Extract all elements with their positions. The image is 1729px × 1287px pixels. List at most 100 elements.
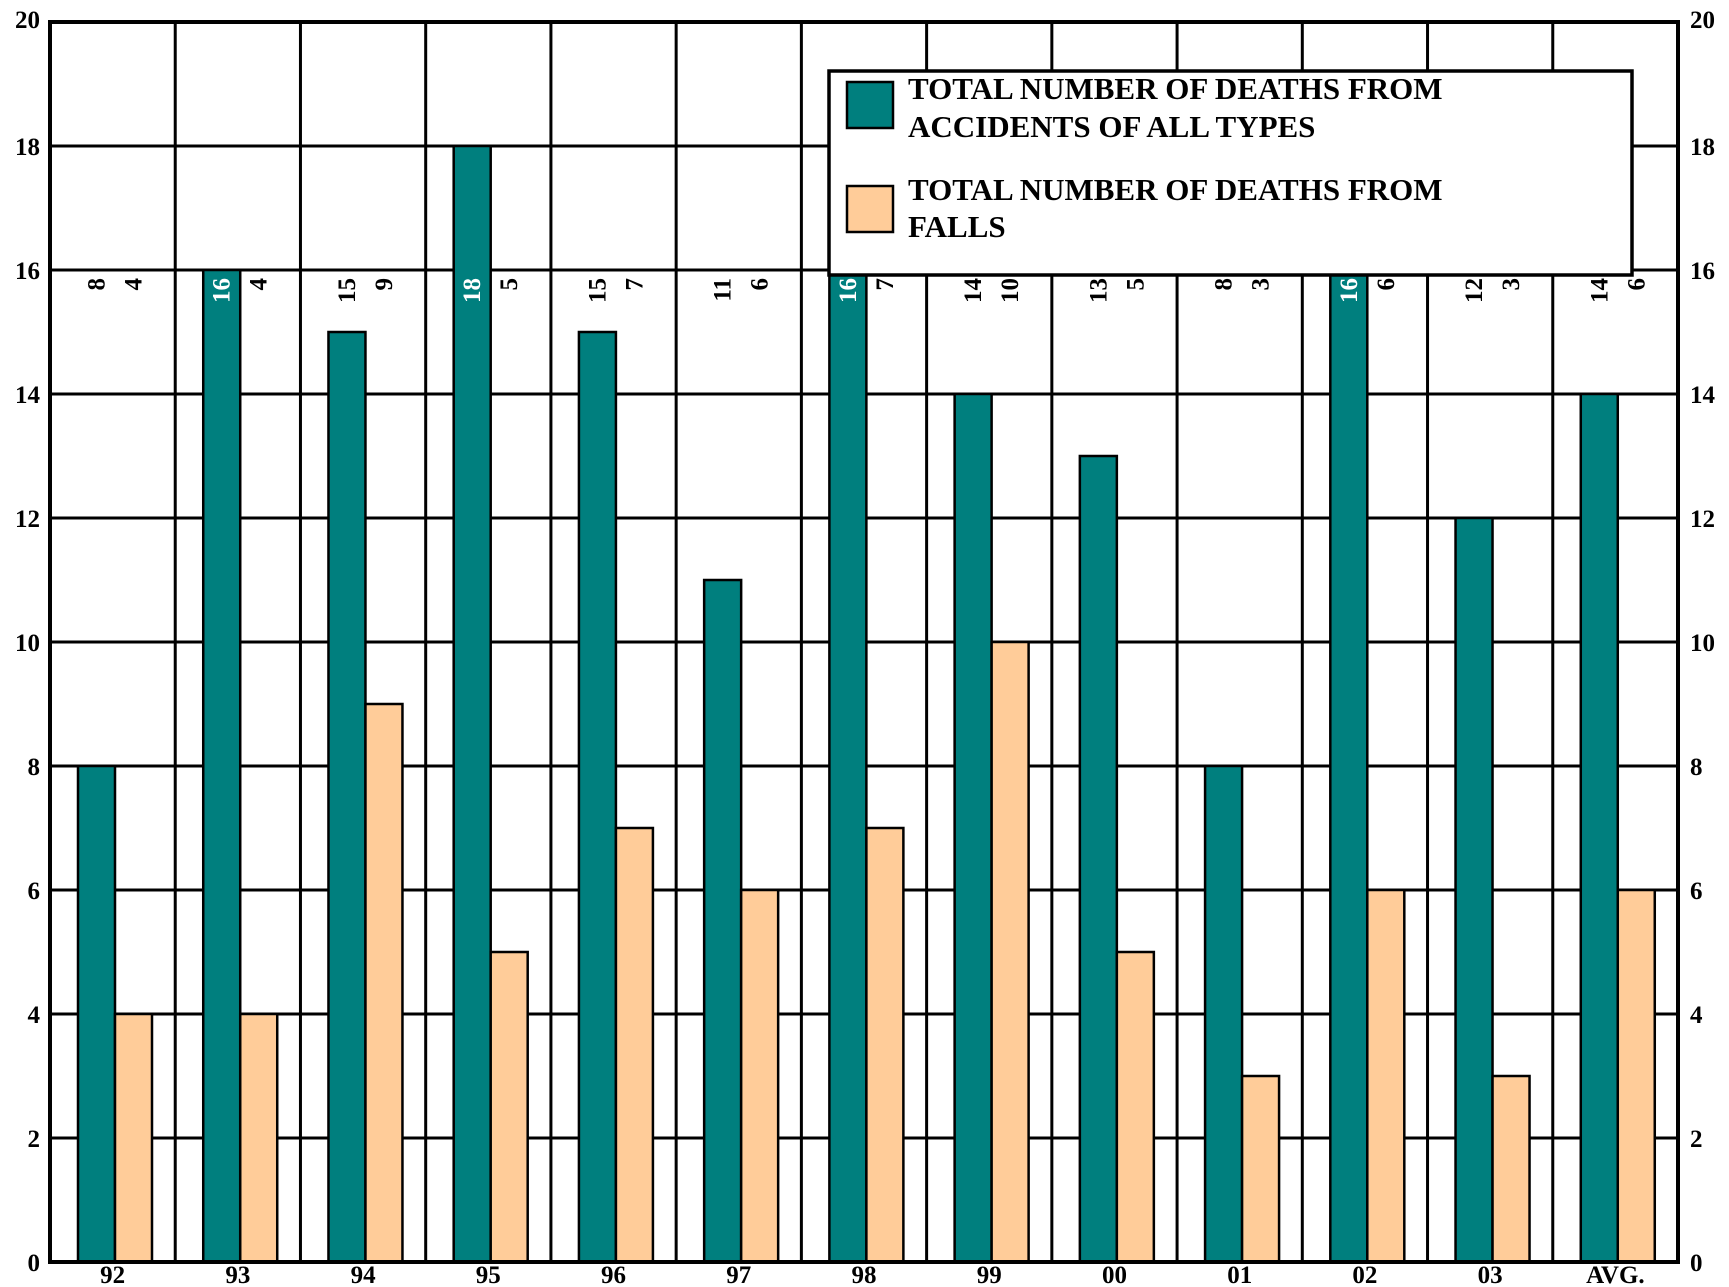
y-tick-label-right: 12: [1690, 506, 1715, 533]
bar-falls-92: [113, 1012, 154, 1264]
data-labels: 8 4 16 4 15 9 18 5 15 7 11 6 16 7 14 10 13 5 8 3 16 6 12 3 14 6: [84, 278, 1651, 304]
data-label-falls: 7: [621, 278, 648, 291]
bar-falls-99: [990, 640, 1030, 1264]
data-label-falls: 6: [747, 278, 774, 291]
bar-accidents-94: [327, 330, 367, 1264]
y-tick-label-right: 16: [1690, 258, 1715, 285]
plot-frame: [48, 20, 1680, 1264]
bar-accidents-95: [452, 144, 492, 1264]
x-category-label: 98: [852, 1262, 877, 1287]
bar-falls-00: [1115, 950, 1156, 1264]
y-tick-label-right: 2: [1690, 1126, 1703, 1153]
bar-accidents-96: [577, 330, 618, 1264]
x-category-label: 97: [726, 1262, 751, 1287]
bar-falls-03: [1491, 1074, 1531, 1264]
data-label-accidents: 14: [1586, 278, 1613, 304]
data-label-accidents: 15: [334, 278, 361, 303]
plot-border: [48, 20, 1680, 1264]
x-category-label: 02: [1352, 1262, 1377, 1287]
bar-accidents-93: [201, 268, 242, 1264]
data-label-falls: 3: [1498, 278, 1525, 291]
y-tick-label-right: 20: [1690, 7, 1715, 34]
y-tick-label-left: 12: [15, 506, 40, 533]
data-label-accidents: 16: [835, 278, 862, 303]
y-tick-label-left: 6: [28, 878, 41, 905]
bar-accidents-97: [702, 578, 743, 1264]
data-label-accidents: 8: [1211, 278, 1238, 291]
bar-falls-02: [1366, 888, 1406, 1264]
bar-accidents-AVG: [1579, 392, 1620, 1264]
y-tick-label-left: 2: [28, 1126, 41, 1153]
data-label-falls: 9: [371, 278, 398, 291]
legend-swatch-accidents: [845, 80, 895, 130]
data-label-falls: 10: [997, 278, 1024, 303]
x-category-label: 93: [225, 1262, 250, 1287]
y-tick-label-left: 0: [28, 1250, 41, 1277]
data-label-accidents: 16: [1336, 278, 1363, 303]
data-label-falls: 3: [1248, 278, 1275, 291]
legend-swatch-falls: [845, 184, 895, 234]
bar-accidents-98: [828, 268, 868, 1264]
y-tick-label-left: 10: [15, 630, 40, 657]
bar-accidents-03: [1454, 516, 1494, 1264]
bar-falls-95: [489, 950, 529, 1264]
y-tick-label-right: 10: [1690, 630, 1715, 657]
data-label-accidents: 8: [84, 278, 111, 291]
y-tick-label-left: 16: [15, 258, 40, 285]
x-category-label: 96: [601, 1262, 626, 1287]
x-category-label: 92: [100, 1262, 125, 1287]
data-label-falls: 6: [1373, 278, 1400, 291]
bar-accidents-02: [1329, 268, 1369, 1264]
legend-label-accidents: TOTAL NUMBER OF DEATHS FROM: [908, 71, 1443, 106]
data-label-accidents: 11: [710, 278, 737, 302]
y-tick-label-right: 8: [1690, 754, 1703, 781]
bar-accidents-99: [953, 392, 993, 1264]
bar-falls-97: [739, 888, 780, 1264]
bar-falls-01: [1240, 1074, 1281, 1264]
bar-accidents-01: [1203, 764, 1244, 1264]
y-tick-label-right: 18: [1690, 134, 1715, 161]
x-category-label: 01: [1227, 1262, 1252, 1287]
data-label-falls: 5: [496, 278, 523, 291]
legend-label-falls: TOTAL NUMBER OF DEATHS FROM: [908, 172, 1443, 207]
y-tick-label-left: 20: [15, 7, 40, 34]
bar-falls-AVG: [1616, 888, 1657, 1264]
y-tick-label-left: 14: [15, 382, 41, 409]
bar-accidents-00: [1078, 454, 1119, 1264]
y-tick-label-left: 4: [28, 1002, 41, 1029]
data-label-accidents: 12: [1461, 278, 1488, 303]
x-category-label: 99: [977, 1262, 1002, 1287]
y-tick-label-right: 4: [1690, 1002, 1703, 1029]
data-label-accidents: 15: [584, 278, 611, 303]
y-tick-label-left: 8: [28, 754, 41, 781]
bar-falls-93: [238, 1012, 279, 1264]
legend-label-accidents: ACCIDENTS OF ALL TYPES: [908, 109, 1315, 144]
data-label-accidents: 16: [209, 278, 236, 303]
data-label-accidents: 14: [960, 278, 987, 304]
x-category-label: 00: [1102, 1262, 1127, 1287]
grid-lines: [50, 22, 1678, 1262]
x-category-label: AVG.: [1586, 1262, 1645, 1287]
bar-accidents-92: [76, 764, 117, 1264]
bar-falls-94: [364, 702, 404, 1264]
data-label-falls: 7: [872, 278, 899, 291]
data-label-falls: 6: [1623, 278, 1650, 291]
data-label-accidents: 13: [1085, 278, 1112, 303]
data-label-accidents: 18: [459, 278, 486, 303]
data-label-falls: 4: [121, 278, 148, 291]
x-category-label: 95: [476, 1262, 501, 1287]
bar-falls-96: [614, 826, 655, 1264]
y-tick-label-right: 14: [1690, 382, 1716, 409]
y-tick-label-right: 6: [1690, 878, 1703, 905]
y-tick-label-right: 0: [1690, 1250, 1703, 1277]
bar-falls-98: [865, 826, 905, 1264]
data-label-falls: 5: [1122, 278, 1149, 291]
x-category-label: 03: [1478, 1262, 1503, 1287]
data-label-falls: 4: [246, 278, 273, 291]
y-tick-label-left: 18: [15, 134, 40, 161]
legend-label-falls: FALLS: [908, 209, 1006, 244]
